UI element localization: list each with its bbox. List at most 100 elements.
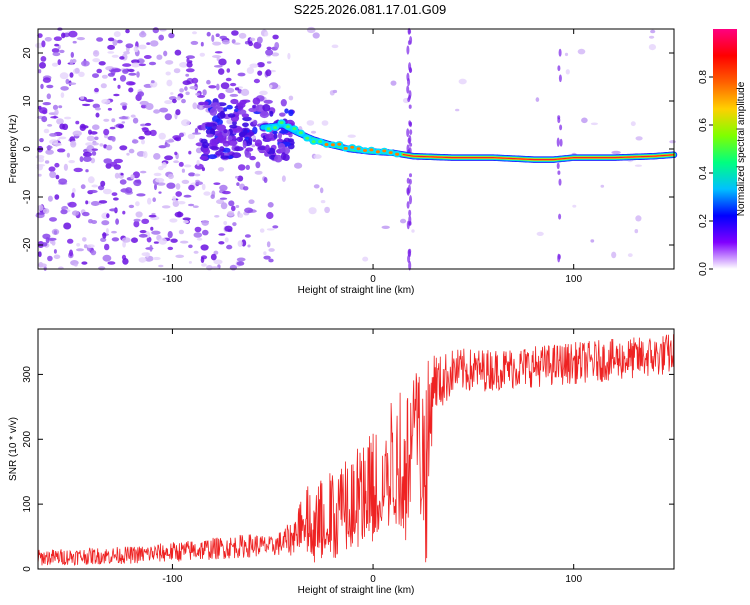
spectrogram-speckle: [50, 116, 59, 119]
spectrogram-speckle: [649, 35, 655, 39]
spectrogram-speckle-strong: [248, 137, 253, 145]
spectrogram-speckle: [192, 132, 202, 135]
spectrogram-speckle: [220, 202, 228, 210]
spectrogram-speckle: [92, 73, 99, 78]
spectrogram-speckle: [224, 225, 233, 232]
spectrogram-speckle: [135, 211, 143, 218]
spectrogram-speckle-strong: [227, 113, 236, 118]
spectrogram-speckle: [49, 217, 57, 222]
spectrogram-speckle: [158, 264, 164, 268]
spectrogram-speckle: [113, 31, 121, 38]
spectrogram-speckle: [131, 62, 141, 68]
spectrogram-speckle: [200, 244, 209, 251]
spectrogram-streak: [406, 201, 410, 209]
spectrogram-speckle: [80, 184, 86, 190]
spectrogram-speckle: [244, 234, 251, 238]
spectrogram-speckle: [74, 67, 80, 74]
spectrogram-speckle-strong: [219, 146, 225, 152]
spectrogram-speckle-strong: [220, 155, 229, 159]
spectrogram-speckle: [213, 259, 223, 265]
spectrogram-ridge-blob-core: [311, 140, 316, 144]
snr-y-ticks: 0 100 200 300: [22, 366, 674, 572]
spectrogram-speckle-strong: [261, 112, 267, 116]
spectrogram-speckle: [268, 258, 274, 263]
spectrogram-speckle: [121, 115, 126, 120]
spectrogram-speckle: [133, 218, 141, 222]
spectrogram-speckle-strong: [202, 141, 209, 149]
spectrogram-streak: [408, 209, 412, 217]
spectrogram-speckle-strong: [209, 107, 218, 116]
spectrogram-speckle: [91, 151, 97, 156]
spectrogram-speckle: [145, 103, 154, 110]
spectrogram-streak: [559, 124, 563, 131]
spectrogram-speckle-strong: [242, 116, 252, 122]
spectrogram-speckle-strong: [248, 107, 258, 113]
spectrogram-speckle: [155, 177, 165, 183]
spectrogram-speckle: [266, 46, 272, 50]
spectrogram-speckle: [52, 52, 61, 57]
spectrogram-speckle: [67, 201, 77, 208]
spectrogram-ridge-blob-core: [298, 131, 303, 135]
spectrogram-speckle: [146, 42, 151, 45]
spectrogram-ridge-layer: [402, 153, 675, 161]
spectrogram-speckle: [49, 133, 58, 137]
spectrogram-speckle: [38, 69, 42, 74]
spectrogram-streak: [559, 138, 563, 147]
spectrogram-speckle: [202, 229, 209, 236]
spectrogram-speckle: [223, 221, 228, 225]
spectrogram-speckle: [100, 237, 107, 242]
spectrogram-streak: [406, 85, 410, 94]
spectrogram-speckle-strong: [236, 136, 243, 142]
spectrogram-speckle: [216, 199, 225, 205]
spectrogram-speckle: [76, 243, 81, 247]
spectrogram-speckle: [648, 44, 657, 51]
spectrogram-speckle: [200, 41, 204, 47]
figure-title: S225.2026.081.17.01.G09: [294, 2, 447, 17]
spectrogram-speckle: [169, 218, 178, 223]
spectrogram-speckle-strong: [288, 109, 294, 117]
spectrogram-speckle-strong: [230, 98, 239, 105]
spectrogram-speckle: [266, 211, 274, 220]
spectrogram-speckle: [92, 124, 100, 130]
spectrogram-streak: [556, 162, 560, 170]
spectrogram-speckle: [240, 88, 250, 96]
spectrogram-speckle: [313, 184, 320, 189]
spectrogram-speckle: [125, 43, 134, 49]
spectrogram-speckle: [102, 188, 112, 195]
spectrogram-speckle: [60, 86, 69, 91]
spectrogram-speckle: [152, 197, 156, 202]
spectrogram-speckle-strong: [220, 152, 225, 157]
spectrogram-speckle: [306, 120, 315, 126]
spectrogram-speckle: [263, 177, 268, 183]
spectrogram-speckle: [63, 163, 68, 171]
spectrogram-speckle-strong: [277, 143, 286, 150]
spectrogram-speckle: [191, 77, 199, 84]
spectrogram-speckle: [40, 83, 44, 90]
spectrogram-speckle: [218, 167, 225, 172]
spectrogram-speckle: [107, 107, 112, 111]
spectrogram-speckle: [158, 132, 166, 140]
spectrogram-speckle: [219, 35, 227, 40]
spectrogram-speckle: [332, 89, 338, 94]
spectrogram-speckle: [156, 54, 163, 60]
spectrogram-speckle: [149, 40, 159, 47]
spectrogram-x-ticks: -100 0 100: [162, 29, 582, 285]
spectrogram-speckle: [103, 118, 110, 122]
spectrogram-speckle: [96, 68, 102, 74]
spectrogram-speckle: [113, 93, 120, 97]
spectrogram-speckle: [72, 40, 77, 44]
spectrogram-speckle: [54, 194, 60, 200]
spectrogram-speckle: [180, 240, 189, 244]
spectrogram-speckle: [259, 90, 268, 96]
colorbar-tick-label: 0.2: [698, 214, 709, 228]
spectrogram-speckle-strong: [252, 104, 257, 109]
spectrogram-speckle: [135, 201, 140, 207]
spectrogram-speckle: [324, 206, 330, 214]
spectrogram-speckle: [98, 200, 108, 204]
spectrogram-speckle: [202, 89, 207, 96]
spectrogram-speckle: [39, 138, 44, 143]
spectrogram-speckle: [63, 222, 72, 230]
spectrogram-speckle: [214, 215, 220, 218]
spectrogram-streak: [408, 178, 412, 185]
spectrogram-speckle: [138, 63, 146, 67]
